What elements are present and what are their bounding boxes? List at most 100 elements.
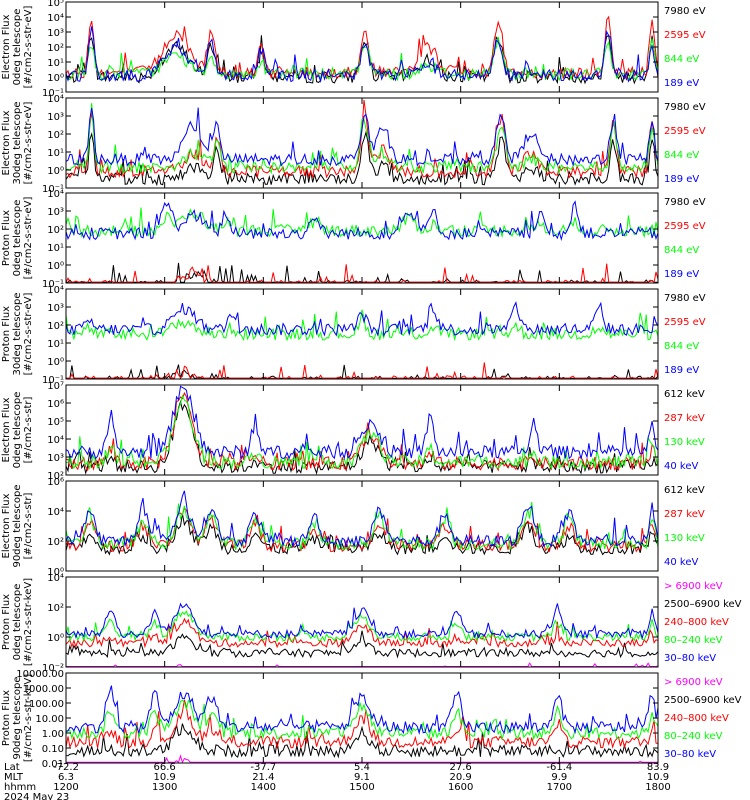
legend-entry: 612 keV	[664, 389, 705, 400]
x-tick-label: 1400	[251, 782, 276, 793]
panel-2: 10⁻¹ 10⁰ 10¹ 10² 10³ 10⁴ TEDElectron Flux30deg…	[0, 94, 706, 195]
panel-frame	[65, 576, 659, 668]
x-axis-row-label: hhmm	[4, 782, 36, 793]
y-axis-label: TEDProton Flux0deg telescope[#/cm2-s-str…	[0, 197, 34, 280]
panel-frame	[65, 192, 659, 284]
series-line-5-1	[65, 399, 659, 476]
y-axis-label-line: MEPED	[0, 412, 1, 447]
y-axis-label-line: [#/cm2-s-str-eV]	[23, 293, 34, 376]
series-line-1-4	[65, 26, 659, 83]
legend-entry: 7980 eV	[664, 293, 706, 304]
panel-6: 10⁰ 10² 10⁴ 10⁶ MEPEDElectron Flux90deg tele…	[0, 477, 705, 578]
series-line-3-4	[65, 200, 659, 242]
x-axis-row-label: MLT	[4, 772, 24, 783]
legend-entry: 2595 eV	[664, 221, 706, 232]
y-axis-label: TEDProton Flux30deg telescope[#/cm2-s-st…	[0, 292, 34, 375]
y-axis-label: MEPEDElectron Flux0deg telescope[#/cm2-s…	[0, 392, 34, 469]
x-tick-label: 1500	[349, 782, 374, 793]
series-line-8-2	[65, 723, 659, 759]
legend-entry: 189 eV	[664, 174, 699, 185]
series-line-6-3	[65, 501, 659, 551]
series-line-7-3	[65, 617, 659, 649]
y-axis-label-line: Proton Flux	[1, 690, 12, 746]
y-axis-label-line: 30deg telescope	[12, 101, 23, 184]
y-tick-label: 10.00	[35, 714, 64, 725]
y-tick-label: 10⁰	[47, 261, 64, 272]
y-axis-label-line: TED	[0, 133, 1, 154]
y-axis-label-line: 0deg telescope	[12, 200, 23, 277]
legend-entry: 844 eV	[664, 150, 699, 161]
y-tick-label: 10³	[47, 207, 64, 218]
y-tick-label: 10⁰	[47, 166, 64, 177]
y-tick-label: 10⁻¹	[42, 279, 64, 290]
panel-1: 10⁻¹ 10⁰ 10¹ 10² 10³ 10⁴ 10⁵ TEDElectron Flux0d…	[0, 0, 706, 99]
legend-entry: 612 keV	[664, 485, 705, 496]
y-axis-label-line: MEPED	[0, 604, 1, 639]
x-tick-label: 1300	[152, 782, 177, 793]
y-tick-label: 10¹	[47, 148, 64, 159]
legend-entry: 240–800 keV	[664, 713, 729, 724]
y-axis-label-line: [#/cm2-s-str-keV]	[23, 674, 34, 762]
x-tick-label: 20.9	[450, 772, 472, 783]
y-axis-label-line: Electron Flux	[1, 110, 12, 175]
y-axis-label-line: [#/cm2-s-str-keV]	[23, 578, 34, 666]
y-tick-label: 10⁴	[47, 435, 64, 446]
legend-entry: 844 eV	[664, 245, 699, 256]
y-tick-label: 10⁴	[47, 94, 64, 105]
legend-entry: > 6900 keV	[664, 677, 723, 688]
y-tick-label: 10³	[47, 303, 64, 314]
y-tick-label: 10²	[47, 471, 64, 482]
legend-entry: 80–240 keV	[664, 635, 723, 646]
series-line-6-1	[65, 513, 659, 556]
legend-entry: 844 eV	[664, 54, 699, 65]
x-tick-label: 66.6	[154, 762, 176, 773]
y-tick-label: 10⁶	[47, 399, 64, 410]
y-axis-label: TEDElectron Flux0deg telescope[#/cm2-s-s…	[0, 6, 34, 89]
legend-entry: > 6900 keV	[664, 581, 723, 592]
legend-entry: 130 keV	[664, 437, 705, 448]
y-tick-label: 10⁴	[47, 189, 64, 200]
y-axis-label-line: 0deg telescope	[12, 9, 23, 86]
legend-entry: 2595 eV	[664, 30, 706, 41]
y-axis-label-line: 30deg telescope	[12, 292, 23, 375]
y-axis-label: MEPEDProton Flux90deg telescope[#/cm2-s-…	[0, 674, 34, 762]
y-tick-label: 10⁻¹	[42, 375, 64, 386]
y-axis-label-line: MEPED	[0, 700, 1, 735]
y-axis-label-line: Electron Flux	[1, 493, 12, 558]
series-line-8-3	[65, 699, 659, 750]
x-tick-label: -37.7	[250, 762, 276, 773]
y-tick-label: 10⁰	[47, 633, 64, 644]
y-axis-label-line: TED	[0, 324, 1, 345]
y-axis-label-line: 0deg telescope	[12, 584, 23, 661]
y-tick-label: 10⁵	[47, 0, 64, 9]
y-tick-label: 10³	[47, 112, 64, 123]
x-tick-label: 10.9	[154, 772, 176, 783]
y-axis-label: MEPEDElectron Flux90deg telescope[#/cm2-…	[0, 484, 34, 567]
y-tick-label: 10⁻¹	[42, 184, 64, 195]
y-tick-label: 10⁵	[47, 417, 64, 428]
legend-entry: 40 keV	[664, 557, 698, 568]
y-tick-label: 10⁴	[47, 13, 64, 24]
x-tick-label: 1800	[645, 782, 670, 793]
y-tick-label: 10²	[47, 130, 64, 141]
legend-entry: 80–240 keV	[664, 731, 723, 742]
x-tick-label: 1600	[448, 782, 473, 793]
legend-entry: 7980 eV	[664, 102, 706, 113]
y-tick-label: 10²	[47, 43, 64, 54]
y-axis-label-line: [#/cm2-s-str-eV]	[23, 197, 34, 280]
legend-entry: 287 keV	[664, 413, 705, 424]
y-axis-label-line: 0deg telescope	[12, 392, 23, 469]
series-line-2-3	[65, 103, 659, 175]
legend-entry: 7980 eV	[664, 6, 706, 17]
y-axis-label-line: Proton Flux	[1, 210, 12, 266]
x-tick-label: -72.2	[53, 762, 79, 773]
panel-8: 0.010.101.0010.00100.001000.0010000.00ME…	[0, 669, 742, 770]
y-axis-label-line: MEPED	[0, 508, 1, 543]
legend-entry: 2500–6900 keV	[664, 599, 742, 610]
y-tick-label: 10³	[47, 28, 64, 39]
legend-entry: 2595 eV	[664, 126, 706, 137]
legend-entry: 189 eV	[664, 365, 699, 376]
legend-entry: 287 keV	[664, 509, 705, 520]
y-tick-label: 10²	[47, 603, 64, 614]
